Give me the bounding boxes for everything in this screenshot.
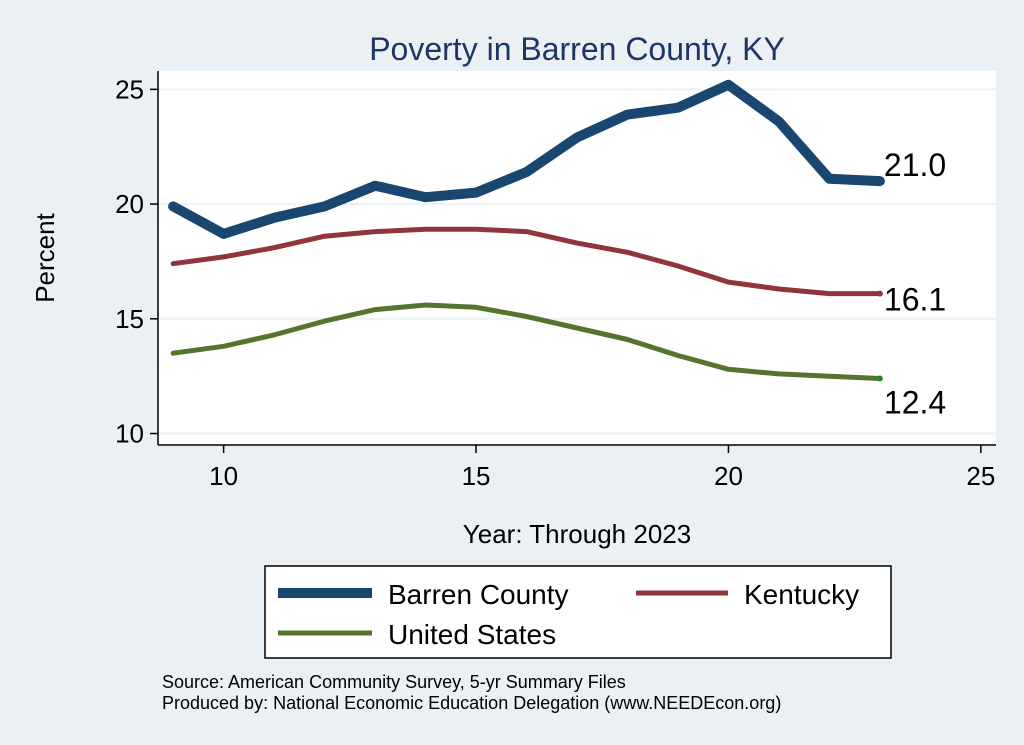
legend-label-kentucky: Kentucky [744, 579, 859, 610]
series-line-united-states [170, 302, 883, 381]
end-label-united-states: 12.4 [884, 384, 946, 420]
legend-box [264, 565, 892, 659]
x-tick-label-10: 10 [209, 461, 238, 491]
end-marker-kentucky [876, 290, 883, 297]
x-tick-label-25: 25 [966, 461, 995, 491]
end-label-barren-county: 21.0 [884, 147, 946, 183]
y-axis-title: Percent [30, 212, 60, 302]
legend-label-united-states: United States [388, 619, 556, 650]
x-tick-label-20: 20 [714, 461, 743, 491]
source-note: Source: American Community Survey, 5-yr … [162, 672, 626, 692]
series-lines [168, 79, 885, 382]
producer-note: Produced by: National Economic Education… [162, 693, 781, 713]
x-tick-label-15: 15 [462, 461, 491, 491]
end-labels: 21.0 16.1 12.4 [884, 147, 946, 420]
legend-label-barren-county: Barren County [388, 579, 569, 610]
legend: Barren County Kentucky United States [264, 565, 892, 659]
end-marker-united-states [876, 375, 883, 382]
x-axis-title: Year: Through 2023 [463, 519, 691, 549]
chart-title: Poverty in Barren County, KY [369, 31, 785, 67]
series-line-kentucky [170, 226, 883, 297]
grid-lines [158, 88, 996, 435]
y-tick-label-15: 15 [115, 304, 144, 334]
end-label-kentucky: 16.1 [884, 282, 946, 318]
plot-area [158, 71, 996, 445]
y-tick-label-20: 20 [115, 189, 144, 219]
series-line-barren-county [168, 79, 885, 239]
axes: 10 15 20 25 10 15 20 25 [115, 71, 996, 491]
y-tick-label-25: 25 [115, 74, 144, 104]
y-tick-label-10: 10 [115, 419, 144, 449]
end-marker-barren-county [876, 178, 883, 185]
